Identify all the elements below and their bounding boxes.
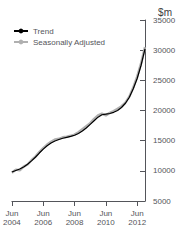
svg-text:20000: 20000 [153, 106, 176, 115]
svg-text:Jun: Jun [68, 209, 81, 218]
svg-text:2004: 2004 [3, 218, 21, 227]
svg-text:$m: $m [158, 7, 172, 18]
svg-text:2006: 2006 [34, 218, 52, 227]
svg-text:10000: 10000 [153, 166, 176, 175]
svg-text:Jun: Jun [131, 209, 144, 218]
svg-text:35000: 35000 [153, 15, 176, 25]
svg-text:Seasonally Adjusted: Seasonally Adjusted [33, 38, 105, 47]
svg-text:2012: 2012 [128, 218, 146, 227]
svg-text:Jun: Jun [99, 209, 112, 218]
svg-text:15000: 15000 [153, 136, 176, 145]
svg-text:Jun: Jun [5, 209, 18, 218]
svg-text:2010: 2010 [97, 218, 115, 227]
svg-text:5000: 5000 [153, 197, 171, 206]
svg-text:Jun: Jun [37, 209, 50, 218]
svg-text:Trend: Trend [33, 27, 54, 36]
svg-text:30000: 30000 [153, 46, 176, 55]
svg-text:25000: 25000 [153, 76, 176, 85]
svg-text:2008: 2008 [66, 218, 84, 227]
